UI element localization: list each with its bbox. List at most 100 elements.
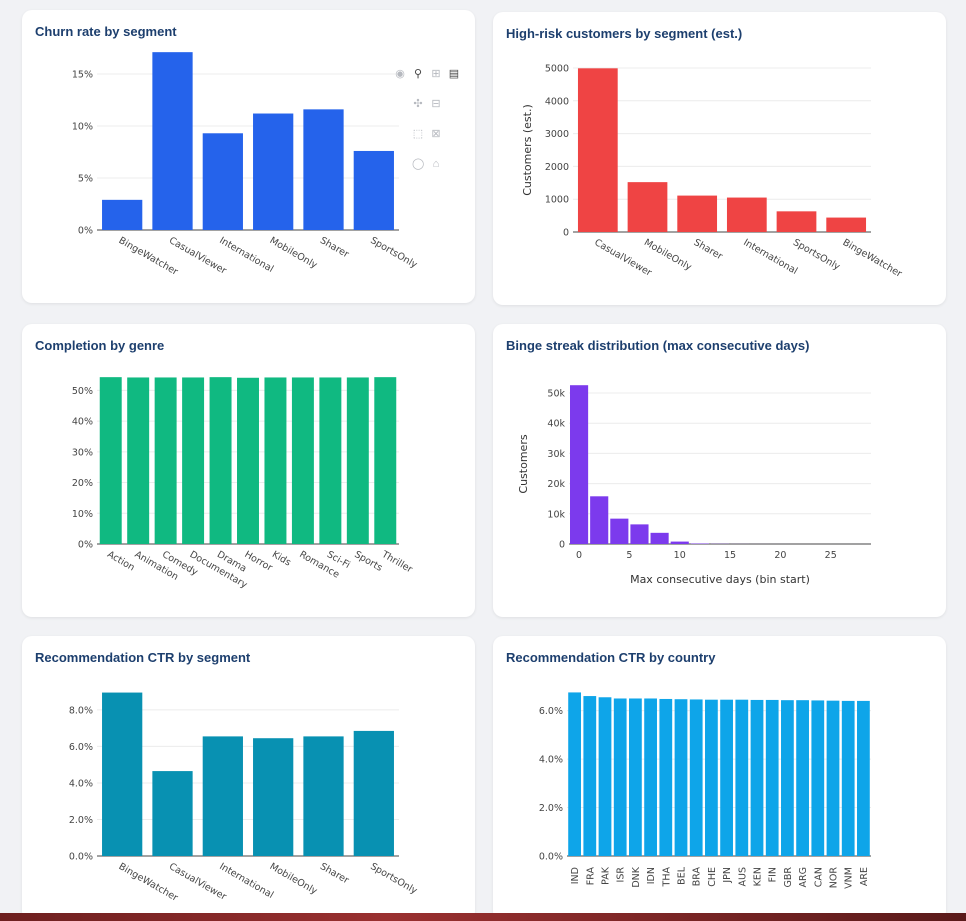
x-tick-label: CHE xyxy=(707,867,718,887)
y-tick-label: 4.0% xyxy=(69,778,93,789)
bar-sportsonly xyxy=(776,211,817,232)
bar-icon[interactable]: ▤ xyxy=(448,68,460,80)
x-tick-label: CAN xyxy=(813,867,824,887)
binge-streak-chart[interactable]: 0 10k 20k 30k 40k 50k Customers 0 5 10 15 20 25 Max c… xyxy=(493,324,946,617)
bar-romance xyxy=(291,377,314,544)
pan-icon[interactable]: ✣ xyxy=(413,98,423,110)
bar-animation xyxy=(127,377,150,544)
x-tick-label: FIN xyxy=(768,867,779,882)
y-tick-label: 30k xyxy=(547,449,565,460)
card-completion: Completion by genre 0% 10% 20% 30% 40% 50% Act… xyxy=(22,324,475,617)
bar-drama xyxy=(209,377,232,544)
bar-sharer xyxy=(303,736,344,856)
x-tick-label: MobileOnly xyxy=(268,235,320,271)
reset-axes-icon[interactable]: ⌂ xyxy=(432,158,440,170)
x-tick-label: MobileOnly xyxy=(268,861,320,897)
y-tick-label: 1000 xyxy=(545,195,569,206)
bar-jpn xyxy=(720,699,733,856)
y-tick-label: 0 xyxy=(563,228,569,239)
bar-action xyxy=(99,377,122,544)
bar-documentary xyxy=(182,377,205,544)
x-tick-label: ARE xyxy=(859,867,870,886)
bar-che xyxy=(705,699,718,856)
x-tick-label: BingeWatcher xyxy=(841,237,904,280)
bar-sci-fi xyxy=(319,377,342,544)
card-high-risk: High-risk customers by segment (est.) 0 1… xyxy=(493,12,946,305)
bar-vnm xyxy=(841,700,855,856)
y-axis-title: Customers (est.) xyxy=(521,104,534,196)
histogram-bar xyxy=(670,541,689,544)
bar-aus xyxy=(735,699,749,856)
y-tick-label: 6.0% xyxy=(69,742,93,753)
x-tick-label: Thriller xyxy=(379,549,414,576)
bar-can xyxy=(811,700,825,856)
zoom-in-icon[interactable]: ⊞ xyxy=(431,68,441,80)
y-tick-label: 20% xyxy=(72,478,93,489)
histogram-bar xyxy=(630,524,649,544)
chart-title: High-risk customers by segment (est.) xyxy=(506,26,743,41)
camera-icon[interactable]: ◉ xyxy=(395,68,405,80)
x-tick-label: 20 xyxy=(774,550,786,561)
churn-rate-chart[interactable]: 0%5%10%15%BingeWatcherCasualViewerIntern… xyxy=(22,10,475,303)
bar-bel xyxy=(674,699,688,856)
bar-sharer xyxy=(303,109,344,230)
chart-title: Churn rate by segment xyxy=(35,24,177,39)
bar-casualviewer xyxy=(152,52,193,230)
bar-international xyxy=(202,133,243,230)
y-tick-label: 8.0% xyxy=(69,705,93,716)
chart-title: Completion by genre xyxy=(35,338,165,353)
x-tick-label: Sharer xyxy=(692,237,725,262)
x-tick-label: BEL xyxy=(677,866,688,885)
x-tick-label: GBR xyxy=(783,867,794,888)
bar-ken xyxy=(750,699,764,856)
x-tick-label: FRA xyxy=(585,867,596,886)
bar-casualviewer xyxy=(152,771,193,856)
x-tick-label: Horror xyxy=(243,549,275,574)
x-tick-label: IDN xyxy=(646,867,657,884)
ctr-country-chart[interactable]: 0.0% 2.0% 4.0% 6.0% IND FRA PAK ISR DNK IDN THA BEL… xyxy=(493,636,946,921)
x-tick-label: Kids xyxy=(270,549,293,568)
chart-title: Recommendation CTR by country xyxy=(506,650,716,665)
x-tick-label: 15 xyxy=(724,550,736,561)
bar-tha xyxy=(659,698,673,856)
y-tick-label: 40k xyxy=(547,419,565,430)
card-ctr-country: Recommendation CTR by country 0.0% 2.0% 4.… xyxy=(493,636,946,921)
bar-bingewatcher xyxy=(102,199,143,230)
x-tick-label: JPN xyxy=(722,867,733,884)
bar-ind xyxy=(568,692,581,856)
y-tick-label: 0.0% xyxy=(539,852,563,863)
y-tick-label: 10k xyxy=(547,509,565,520)
y-tick-label: 50k xyxy=(547,389,565,400)
y-tick-label: 15% xyxy=(72,70,93,81)
y-tick-label: 0% xyxy=(78,540,93,551)
y-tick-label: 10% xyxy=(72,509,93,520)
autoscale-icon[interactable]: ⊠ xyxy=(431,128,441,140)
bar-nor xyxy=(826,700,840,856)
y-tick-label: 2000 xyxy=(545,162,569,173)
histogram-bar xyxy=(650,532,669,544)
box-select-icon[interactable]: ⬚ xyxy=(412,128,424,140)
y-tick-label: 6.0% xyxy=(539,706,563,717)
bar-fin xyxy=(765,699,779,856)
x-tick-label: International xyxy=(741,237,799,277)
bar-fra xyxy=(583,696,597,856)
y-tick-label: 0.0% xyxy=(69,852,93,863)
bar-sportsonly xyxy=(353,730,394,856)
bar-idn xyxy=(644,698,657,856)
ctr-segment-chart[interactable]: 0.0%2.0%4.0%6.0%8.0%BingeWatcherCasualVi… xyxy=(22,636,475,921)
x-tick-label: DNK xyxy=(631,866,642,887)
bar-pak xyxy=(598,697,612,856)
x-tick-label: BRA xyxy=(692,867,703,887)
zoom-icon[interactable]: ⚲ xyxy=(413,68,423,80)
x-tick-label: 5 xyxy=(626,550,632,561)
y-tick-label: 4000 xyxy=(545,96,569,107)
bar-kids xyxy=(264,377,287,544)
y-tick-label: 5000 xyxy=(545,64,569,75)
completion-chart[interactable]: 0%10%20%30%40%50%ActionAnimationComedyDo… xyxy=(22,324,475,617)
y-tick-label: 2.0% xyxy=(69,815,93,826)
x-tick-label: VNM xyxy=(844,867,855,889)
x-tick-label: Sports xyxy=(352,549,384,574)
lasso-icon[interactable]: ◯ xyxy=(412,158,425,170)
zoom-out-icon[interactable]: ⊟ xyxy=(431,98,441,110)
